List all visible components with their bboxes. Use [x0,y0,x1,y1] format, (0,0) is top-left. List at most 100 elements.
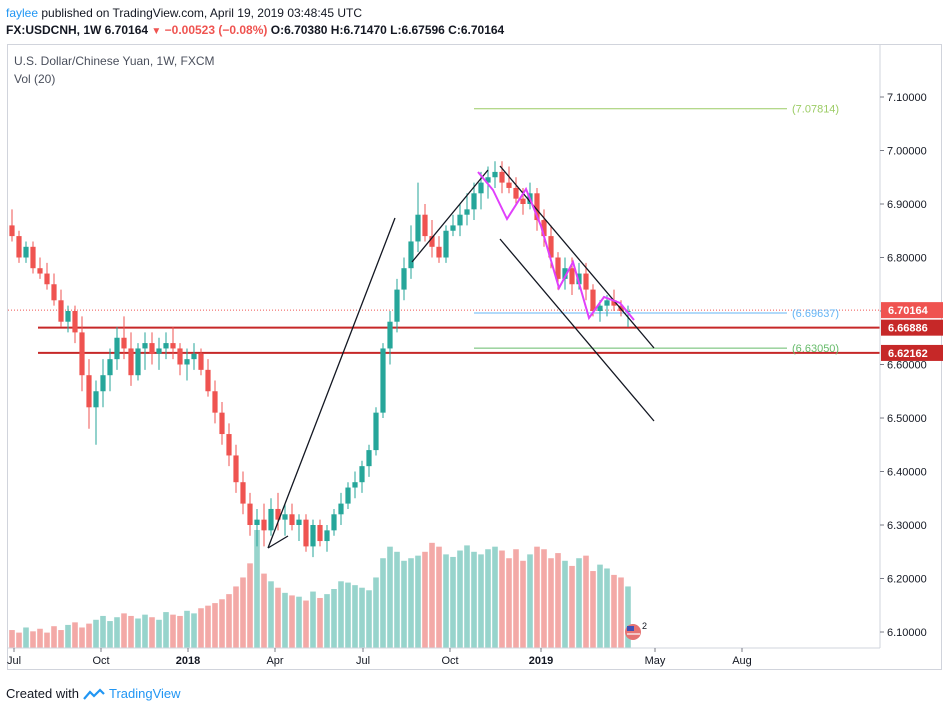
volume-bar [625,586,631,648]
volume-bar [562,560,568,648]
volume-bar [499,550,505,648]
y-tick-label: 6.10000 [887,627,927,639]
candle-body [422,214,428,237]
candle-body [534,193,540,221]
price-label: 6.66886 [888,323,928,335]
volume-bar [569,565,575,648]
candle-body [191,353,197,360]
candle-body [604,300,610,306]
candle-body [443,230,449,258]
candle-body [506,182,512,188]
y-tick-label: 7.00000 [887,146,927,158]
candle-body [513,187,519,199]
candle-body [51,284,57,301]
created-with-text: Created with [6,686,79,701]
y-tick-label: 6.80000 [887,253,927,265]
candle-layer [9,161,631,558]
axis-layer: 7.100007.000006.900006.800006.700006.600… [7,45,943,667]
volume-bar [331,589,337,648]
volume-bar [492,546,498,648]
volume-bar [268,581,274,648]
candle-body [338,503,344,515]
candle-body [44,273,50,285]
volume-bar [16,632,22,648]
fib-label: (6.69637) [792,308,839,320]
candle-body [37,268,43,274]
volume-bar [366,590,372,648]
candle-body [121,337,127,349]
volume-bar [58,630,64,648]
volume-bar [583,555,589,648]
price-label-bg [881,344,943,361]
trend-line [499,238,655,422]
volume-bar [247,563,253,648]
candle-body [212,391,218,413]
candle-body [359,466,365,483]
volume-bar [604,568,610,648]
candle-body [408,241,414,269]
flag-canton [627,626,634,631]
candle-body [611,300,617,306]
candle-body [261,519,267,531]
candle-body [79,332,85,376]
volume-bar [289,595,295,648]
volume-bar [359,587,365,648]
volume-bar [261,573,267,648]
candle-body [23,246,29,258]
y-tick-label: 6.60000 [887,360,927,372]
candle-body [590,289,596,311]
y-tick-label: 6.40000 [887,467,927,479]
x-tick-label: Oct [441,655,458,667]
fib-label: (6.63050) [792,343,839,355]
candle-body [401,268,407,290]
volume-bar [149,617,155,648]
tradingview-brand[interactable]: TradingView [108,686,181,701]
volume-bar [478,554,484,648]
candle-body [170,343,176,349]
pattern-polyline [477,171,635,321]
volume-bar [128,615,134,648]
candle-body [72,311,78,333]
tradingview-logo-icon[interactable] [83,687,105,701]
volume-bar [513,549,519,648]
x-tick-label: Aug [732,655,752,667]
volume-bar [310,591,316,648]
volume-bar [527,554,533,648]
volume-bar [450,556,456,648]
candle-body [268,508,274,531]
candle-body [415,214,421,242]
candle-body [142,343,148,349]
down-triangle-icon: ▼ [151,26,162,37]
y-tick-label: 6.50000 [887,413,927,425]
volume-layer [9,530,631,648]
candle-body [380,348,386,413]
trend-line [499,165,655,349]
volume-bar [373,577,379,648]
author-link[interactable]: faylee [6,6,39,20]
volume-bar [23,627,29,648]
x-tick-label: 2019 [529,655,553,667]
volume-bar [107,621,113,648]
symbol-info: FX:USDCNH, 1W 6.70164 ▼ −0.00523 (−0.08%… [6,23,504,37]
candle-body [541,220,547,237]
volume-bar [541,549,547,648]
price-label-bg [881,302,943,319]
x-tick-label: Jul [356,655,370,667]
volume-bar [555,553,561,648]
candle-body [345,487,351,504]
chart-title: U.S. Dollar/Chinese Yuan, 1W, FXCM [14,54,215,68]
candle-body [149,343,155,354]
trend-line [267,217,396,549]
candle-body [555,257,561,279]
volume-bar [387,546,393,648]
candle-body [163,343,169,349]
candle-body [219,412,225,435]
candle-body [352,482,358,488]
candle-body [240,482,246,504]
candle-body [429,236,435,247]
candle-body [107,359,113,376]
volume-bar [611,574,617,648]
volume-bar [9,630,15,648]
ohlc-values: O:6.70380 H:6.71470 L:6.67596 C:6.70164 [270,23,505,37]
